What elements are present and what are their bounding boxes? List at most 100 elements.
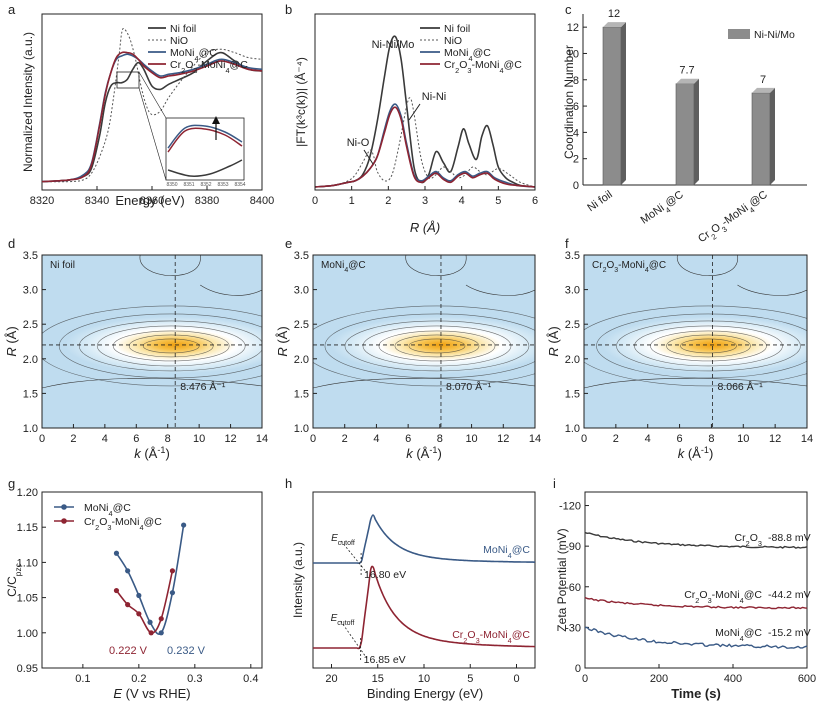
contour-line bbox=[142, 338, 200, 354]
text-part: @C bbox=[230, 59, 249, 71]
y-tick-label: 1.5 bbox=[294, 388, 309, 400]
text-part: O bbox=[750, 532, 758, 544]
inset-frame bbox=[165, 117, 245, 181]
panel-label: d bbox=[8, 236, 15, 251]
y-axis-label: Intensity (a.u.) bbox=[291, 542, 305, 618]
contour-line bbox=[408, 338, 466, 354]
x-tick-label: 0.3 bbox=[187, 673, 202, 685]
bar-side bbox=[694, 78, 699, 185]
peak-label: 8.476 Å⁻¹ bbox=[180, 380, 226, 393]
x-axis-label: Time (s) bbox=[671, 686, 721, 701]
y-tick-label: 0.95 bbox=[17, 663, 38, 675]
text-part: k bbox=[134, 446, 142, 461]
text-part: O bbox=[99, 516, 107, 528]
y-axis-label: |FT(k³c(k))| (Å⁻⁴) bbox=[293, 57, 308, 147]
y-tick-label: 2.5 bbox=[23, 319, 38, 331]
series-line-Cr2O3-MoNi4@C bbox=[41, 51, 263, 183]
text-part: (Å bbox=[413, 446, 430, 461]
text-part: NiO bbox=[444, 35, 462, 47]
x-tick-label: 5 bbox=[467, 673, 473, 685]
text-part: 3 bbox=[708, 596, 712, 605]
x-tick-label: 2 bbox=[70, 433, 76, 445]
x-tick-label: 4 bbox=[373, 433, 379, 445]
text-part: @C bbox=[512, 629, 531, 641]
text-part: Ni foil bbox=[585, 189, 614, 215]
legend-label: NiO bbox=[170, 35, 188, 47]
contour-line bbox=[737, 284, 807, 296]
text-part: R bbox=[275, 347, 290, 356]
inset-line-moni bbox=[167, 124, 243, 149]
y-tick-label: 3.5 bbox=[565, 250, 580, 262]
x-tick-label: 8360 bbox=[140, 195, 164, 207]
legend-label: Ni-Ni/Mo bbox=[754, 29, 795, 41]
x-tick-label: 4 bbox=[102, 433, 108, 445]
text-part: 4 bbox=[645, 267, 649, 274]
heatmap-group bbox=[313, 255, 535, 428]
data-point bbox=[136, 592, 142, 599]
cutoff-tangent bbox=[340, 540, 368, 574]
y-tick-label: 1.0 bbox=[294, 423, 309, 435]
peak-label: 8.070 Å⁻¹ bbox=[446, 380, 492, 393]
panel-label: c bbox=[565, 2, 572, 17]
contour-line bbox=[362, 325, 512, 367]
data-point bbox=[148, 630, 154, 636]
y-tick-label: 4 bbox=[573, 127, 579, 139]
text-part: @C bbox=[348, 260, 365, 271]
y-tick-label: 1.15 bbox=[17, 522, 38, 534]
data-point bbox=[136, 611, 142, 617]
x-axis-label: k (Å-1) bbox=[406, 445, 442, 461]
panel-label: b bbox=[285, 2, 292, 17]
y-axis-label: R (Å) bbox=[275, 326, 290, 356]
y-axis-label: C/Cpzc bbox=[5, 563, 23, 597]
text-part: 4 bbox=[508, 636, 512, 645]
x-tick-label: 14 bbox=[256, 433, 268, 445]
y-axis-label: Coordination Number bbox=[562, 45, 576, 159]
text-part: Cr bbox=[592, 260, 603, 271]
text-part: O bbox=[699, 589, 707, 601]
y-tick-label: 3.0 bbox=[294, 285, 309, 297]
y-tick-label: 3.5 bbox=[294, 250, 309, 262]
sample-label: Cr2O3-MoNi4@C bbox=[592, 260, 666, 274]
text-part: ) bbox=[165, 446, 169, 461]
text-part: @C bbox=[199, 47, 218, 59]
text-part: (Å) bbox=[275, 326, 290, 347]
y-axis-label: Normalized Intensity (a.u.) bbox=[21, 32, 35, 172]
y-tick-label: 0 bbox=[573, 180, 579, 192]
panel-label: e bbox=[285, 236, 292, 251]
inset-tick-label: 8352 bbox=[200, 182, 211, 188]
x-tick-label: 400 bbox=[724, 673, 742, 685]
x-tick-label: 14 bbox=[801, 433, 813, 445]
x-tick-label: 2 bbox=[342, 433, 348, 445]
text-part: C/C bbox=[5, 576, 19, 597]
x-tick-label: 6 bbox=[133, 433, 139, 445]
x-tick-label: 0.1 bbox=[75, 673, 90, 685]
heatmap-group bbox=[42, 255, 262, 428]
contour-line bbox=[584, 305, 807, 387]
text-part: -MoNi bbox=[480, 629, 508, 641]
y-tick-label: 12 bbox=[567, 22, 579, 34]
cutoff-tangent bbox=[340, 620, 367, 659]
text-part: -MoNi bbox=[197, 59, 225, 71]
text-part: 2 bbox=[603, 267, 607, 274]
inset-tick-label: 8351 bbox=[183, 182, 194, 188]
y-tick-label: 2.0 bbox=[23, 354, 38, 366]
y-tick-label: 2.5 bbox=[294, 319, 309, 331]
text-part: @C bbox=[512, 544, 531, 556]
contour-line bbox=[596, 313, 807, 379]
y-tick-label: 10 bbox=[567, 48, 579, 60]
x-tick-label: 8 bbox=[437, 433, 443, 445]
legend-label: Ni foil bbox=[170, 23, 196, 35]
y-axis-label: R (Å) bbox=[546, 326, 561, 356]
text-part: @C bbox=[649, 260, 666, 271]
text-part: cutoff bbox=[338, 540, 355, 547]
contour-line bbox=[324, 313, 535, 379]
annotation-0232: 0.232 V bbox=[167, 645, 206, 657]
inset-line-cr bbox=[167, 127, 243, 153]
series-name-label: Cr2O3 bbox=[735, 532, 762, 548]
heatmap-frame bbox=[41, 254, 263, 429]
x-tick-label: 6 bbox=[677, 433, 683, 445]
bar bbox=[675, 83, 695, 186]
legend-label: Cr2O3-MoNi4@C bbox=[84, 516, 162, 532]
series-label: MoNi4@C bbox=[483, 544, 530, 560]
